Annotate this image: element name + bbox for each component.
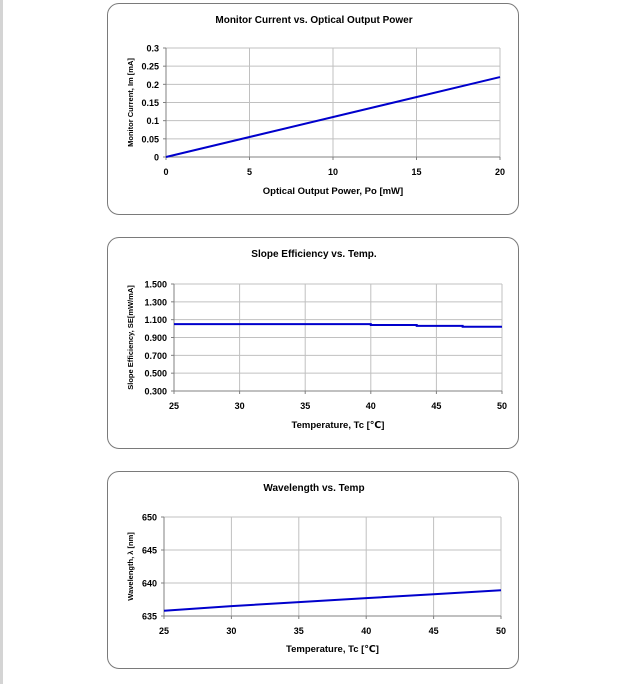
series-line: [174, 323, 502, 328]
y-axis-label: Monitor Current, Im [mA]: [126, 58, 135, 147]
x-tick-label: 35: [300, 401, 310, 411]
x-tick-label: 0: [163, 167, 168, 177]
x-tick-label: 15: [411, 167, 421, 177]
x-axis-label: Temperature, Tc [℃]: [292, 420, 385, 431]
chart-title: Slope Efficiency vs. Temp.: [251, 249, 377, 260]
x-tick-label: 30: [235, 401, 245, 411]
x-tick-label: 50: [496, 626, 506, 636]
x-axis-label: Optical Output Power, Po [mW]: [263, 186, 403, 197]
y-tick-label: 635: [142, 612, 157, 622]
x-tick-label: 25: [159, 626, 169, 636]
x-tick-label: 40: [361, 626, 371, 636]
y-tick-label: 0.900: [144, 333, 167, 343]
y-axis-label: Wavelength, λ [nm]: [126, 532, 135, 601]
monitor-current-chart: Monitor Current vs. Optical Output Power…: [126, 15, 505, 197]
y-tick-label: 640: [142, 579, 157, 589]
y-tick-label: 0.700: [144, 351, 167, 361]
y-tick-label: 0.1: [146, 116, 159, 126]
chart-card-slope-efficiency: Slope Efficiency vs. Temp. 0.300 0.500 0.70…: [107, 237, 519, 449]
page-left-border: [0, 0, 3, 684]
x-tick-label: 10: [328, 167, 338, 177]
y-tick-label: 1.300: [144, 297, 167, 307]
chart-title: Monitor Current vs. Optical Output Power: [215, 15, 412, 26]
x-tick-label: 30: [226, 626, 236, 636]
x-axis-label: Temperature, Tc [℃]: [286, 644, 379, 655]
y-tick-label: 0.3: [146, 44, 159, 54]
y-tick-label: 0.25: [141, 62, 159, 72]
y-tick-label: 0.15: [141, 98, 159, 108]
x-tick-label: 5: [247, 167, 252, 177]
y-tick-label: 645: [142, 546, 157, 556]
y-tick-label: 0: [154, 153, 159, 163]
x-tick-label: 45: [429, 626, 439, 636]
y-tick-label: 0.2: [146, 80, 159, 90]
x-tick-label: 20: [495, 167, 505, 177]
x-tick-label: 35: [294, 626, 304, 636]
y-tick-label: 0.300: [144, 387, 167, 397]
y-tick-label: 1.100: [144, 315, 167, 325]
chart-title: Wavelength vs. Temp: [263, 483, 364, 494]
series-line: [163, 589, 502, 612]
chart-card-wavelength: Wavelength vs. Temp 635 640 645 650 25 30 35 40 4…: [107, 471, 519, 669]
y-tick-label: 650: [142, 513, 157, 523]
x-tick-label: 50: [497, 401, 507, 411]
x-tick-label: 25: [169, 401, 179, 411]
x-tick-label: 40: [366, 401, 376, 411]
x-tick-label: 45: [431, 401, 441, 411]
y-tick-label: 0.500: [144, 369, 167, 379]
wavelength-chart: Wavelength vs. Temp 635 640 645 650 25 30 35 40 4…: [126, 483, 506, 655]
y-tick-label: 0.05: [141, 134, 159, 144]
slope-efficiency-chart: Slope Efficiency vs. Temp. 0.300 0.500 0.70…: [126, 249, 507, 431]
y-axis-label: Slope Efficiency, SE[mW/mA]: [126, 285, 135, 390]
series-line: [165, 76, 501, 158]
chart-card-monitor-current: Monitor Current vs. Optical Output Power…: [107, 3, 519, 215]
y-tick-label: 1.500: [144, 280, 167, 290]
